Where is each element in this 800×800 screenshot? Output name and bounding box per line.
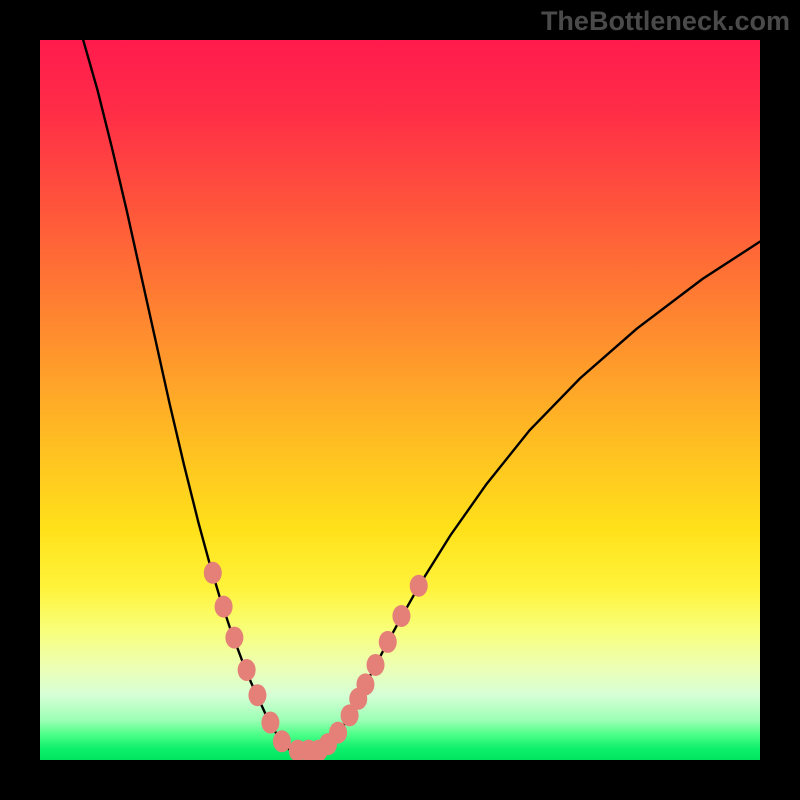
plot-background-gradient xyxy=(40,40,760,760)
data-marker xyxy=(273,730,291,752)
bottleneck-chart-svg xyxy=(0,0,800,800)
data-marker xyxy=(261,712,279,734)
data-marker xyxy=(356,673,374,695)
data-marker xyxy=(410,575,428,597)
data-marker xyxy=(204,562,222,584)
data-marker xyxy=(392,605,410,627)
data-marker xyxy=(379,631,397,653)
data-marker xyxy=(367,654,385,676)
chart-container: TheBottleneck.com xyxy=(0,0,800,800)
data-marker xyxy=(238,659,256,681)
data-marker xyxy=(225,627,243,649)
data-marker xyxy=(215,596,233,618)
data-marker xyxy=(248,684,266,706)
data-marker xyxy=(329,722,347,744)
